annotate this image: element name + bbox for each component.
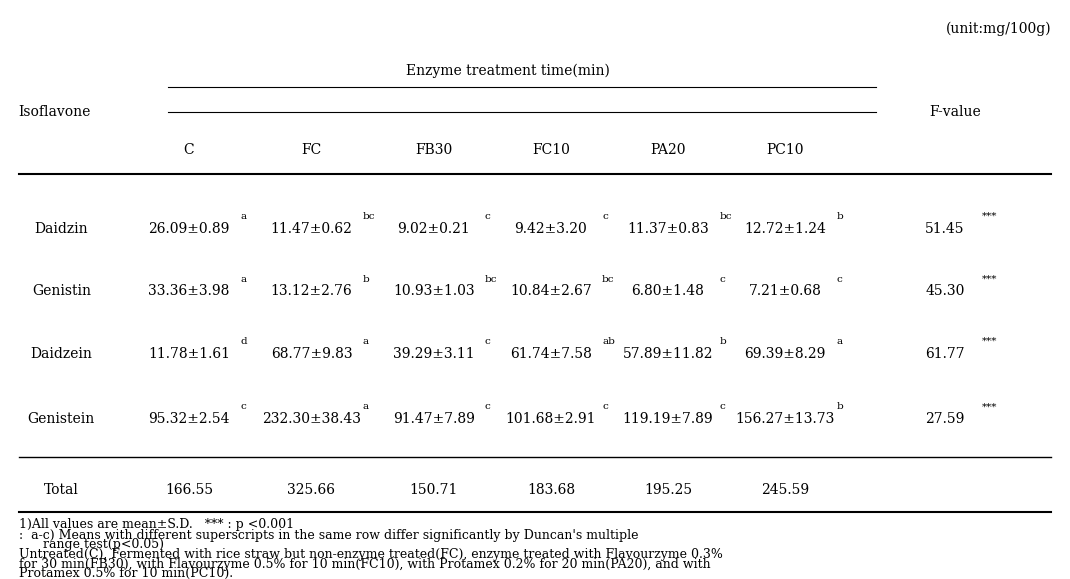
- Text: bc: bc: [363, 212, 376, 221]
- Text: 11.47±0.62: 11.47±0.62: [271, 222, 352, 236]
- Text: FC: FC: [302, 142, 322, 157]
- Text: 11.37±0.83: 11.37±0.83: [627, 222, 709, 236]
- Text: c: c: [240, 402, 246, 412]
- Text: c: c: [485, 337, 491, 346]
- Text: ***: ***: [982, 274, 997, 284]
- Text: 10.84±2.67: 10.84±2.67: [510, 284, 592, 298]
- Text: 9.02±0.21: 9.02±0.21: [397, 222, 470, 236]
- Text: 91.47±7.89: 91.47±7.89: [393, 412, 475, 426]
- Text: 13.12±2.76: 13.12±2.76: [271, 284, 352, 298]
- Text: 166.55: 166.55: [165, 483, 213, 497]
- Text: 57.89±11.82: 57.89±11.82: [623, 347, 714, 361]
- Text: bc: bc: [602, 274, 614, 284]
- Text: b: b: [837, 212, 843, 221]
- Text: 61.74±7.58: 61.74±7.58: [510, 347, 592, 361]
- Text: 6.80±1.48: 6.80±1.48: [631, 284, 704, 298]
- Text: c: c: [485, 212, 491, 221]
- Text: Genistein: Genistein: [28, 412, 95, 426]
- Text: C: C: [184, 142, 195, 157]
- Text: b: b: [363, 274, 369, 284]
- Text: c: c: [602, 402, 608, 412]
- Text: c: c: [485, 402, 491, 412]
- Text: c: c: [719, 402, 724, 412]
- Text: Isoflavone: Isoflavone: [19, 105, 91, 119]
- Text: 69.39±8.29: 69.39±8.29: [745, 347, 826, 361]
- Text: FB30: FB30: [415, 142, 453, 157]
- Text: 68.77±9.83: 68.77±9.83: [271, 347, 352, 361]
- Text: ***: ***: [982, 402, 997, 412]
- Text: 150.71: 150.71: [410, 483, 458, 497]
- Text: 95.32±2.54: 95.32±2.54: [149, 412, 230, 426]
- Text: Untreated(C), Fermented with rice straw but non-enzyme treated(FC), enzyme treat: Untreated(C), Fermented with rice straw …: [19, 548, 722, 562]
- Text: Genistin: Genistin: [32, 284, 91, 298]
- Text: PC10: PC10: [766, 142, 804, 157]
- Text: 232.30±38.43: 232.30±38.43: [262, 412, 361, 426]
- Text: 61.77: 61.77: [924, 347, 965, 361]
- Text: F-value: F-value: [930, 105, 981, 119]
- Text: a: a: [240, 212, 246, 221]
- Text: Daidzein: Daidzein: [30, 347, 92, 361]
- Text: :  a-c) Means with different superscripts in the same row differ significantly b: : a-c) Means with different superscripts…: [19, 529, 638, 543]
- Text: ab: ab: [602, 337, 615, 346]
- Text: a: a: [363, 337, 369, 346]
- Text: a: a: [363, 402, 369, 412]
- Text: PA20: PA20: [651, 142, 686, 157]
- Text: 325.66: 325.66: [288, 483, 336, 497]
- Text: 11.78±1.61: 11.78±1.61: [148, 347, 230, 361]
- Text: bc: bc: [485, 274, 498, 284]
- Text: 183.68: 183.68: [526, 483, 575, 497]
- Text: d: d: [240, 337, 247, 346]
- Text: 9.42±3.20: 9.42±3.20: [515, 222, 587, 236]
- Text: b: b: [719, 337, 725, 346]
- Text: 156.27±13.73: 156.27±13.73: [735, 412, 835, 426]
- Text: bc: bc: [719, 212, 732, 221]
- Text: Daidzin: Daidzin: [34, 222, 88, 236]
- Text: a: a: [837, 337, 842, 346]
- Text: 7.21±0.68: 7.21±0.68: [749, 284, 822, 298]
- Text: 245.59: 245.59: [761, 483, 809, 497]
- Text: ***: ***: [982, 212, 997, 221]
- Text: 45.30: 45.30: [926, 284, 964, 298]
- Text: Protamex 0.5% for 10 min(PC10).: Protamex 0.5% for 10 min(PC10).: [19, 567, 233, 579]
- Text: range test(p<0.05): range test(p<0.05): [19, 538, 164, 551]
- Text: 12.72±1.24: 12.72±1.24: [745, 222, 826, 236]
- Text: 10.93±1.03: 10.93±1.03: [393, 284, 475, 298]
- Text: FC10: FC10: [532, 142, 570, 157]
- Text: Enzyme treatment time(min): Enzyme treatment time(min): [407, 64, 610, 78]
- Text: 33.36±3.98: 33.36±3.98: [149, 284, 230, 298]
- Text: for 30 min(FB30), with Flavourzyme 0.5% for 10 min(FC10), with Protamex 0.2% for: for 30 min(FB30), with Flavourzyme 0.5% …: [19, 558, 710, 571]
- Text: 27.59: 27.59: [926, 412, 964, 426]
- Text: 195.25: 195.25: [644, 483, 692, 497]
- Text: 101.68±2.91: 101.68±2.91: [506, 412, 596, 426]
- Text: c: c: [719, 274, 724, 284]
- Text: 51.45: 51.45: [926, 222, 964, 236]
- Text: c: c: [837, 274, 842, 284]
- Text: b: b: [837, 402, 843, 412]
- Text: a: a: [240, 274, 246, 284]
- Text: c: c: [602, 212, 608, 221]
- Text: 119.19±7.89: 119.19±7.89: [623, 412, 714, 426]
- Text: 26.09±0.89: 26.09±0.89: [149, 222, 230, 236]
- Text: (unit:mg/100g): (unit:mg/100g): [946, 22, 1051, 36]
- Text: 39.29±3.11: 39.29±3.11: [393, 347, 475, 361]
- Text: 1)All values are mean±S.D.   *** : p <0.001: 1)All values are mean±S.D. *** : p <0.00…: [19, 518, 294, 532]
- Text: ***: ***: [982, 337, 997, 346]
- Text: Total: Total: [44, 483, 79, 497]
